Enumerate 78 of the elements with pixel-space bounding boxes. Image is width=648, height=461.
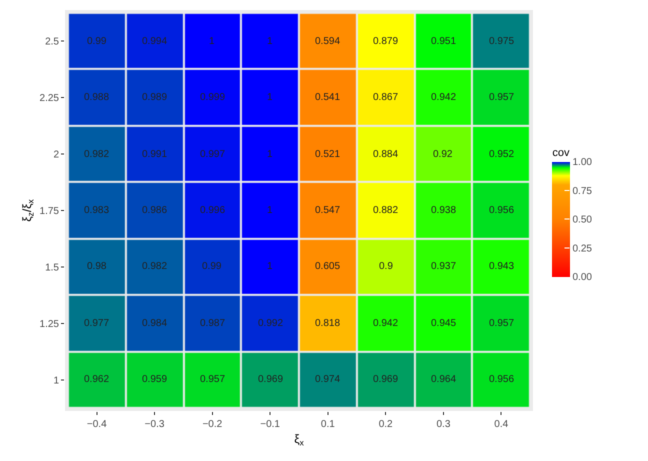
data-label: 0.818	[315, 318, 340, 329]
data-label: 0.989	[142, 92, 168, 103]
data-label: 0.942	[431, 92, 456, 103]
x-tick-label: 0.3	[436, 419, 451, 430]
y-tick-label: 2.5	[45, 36, 60, 48]
data-label: 0.969	[373, 374, 398, 385]
data-label: 0.977	[84, 318, 110, 329]
data-label: 0.98	[87, 261, 107, 272]
data-label: 1	[267, 149, 273, 160]
x-tick-label: 0.1	[320, 419, 336, 430]
data-label: 0.943	[489, 261, 514, 272]
data-label: 0.9	[379, 261, 394, 272]
color-bar-label: 1.00	[572, 157, 592, 168]
color-bar-label: 0.50	[572, 214, 592, 226]
y-tick-label: 1.5	[45, 262, 60, 274]
data-label: 0.996	[200, 205, 226, 216]
data-label: 1	[267, 36, 273, 47]
x-tick-label: −0.4	[86, 419, 108, 430]
y-tick-label: 2.25	[40, 93, 60, 104]
data-label: 0.945	[431, 318, 456, 329]
data-label: 0.975	[489, 36, 514, 47]
data-label: 0.964	[431, 374, 456, 385]
data-label: 0.983	[84, 205, 110, 216]
data-label: 0.974	[315, 374, 340, 385]
data-label: 0.951	[431, 36, 456, 47]
data-label: 0.942	[373, 318, 398, 329]
data-label: 0.987	[200, 318, 226, 329]
color-bar-label: 0.25	[572, 243, 592, 254]
data-label: 0.867	[373, 92, 398, 103]
x-tick-label: −0.1	[260, 419, 280, 430]
data-label: 0.937	[431, 261, 456, 272]
data-label: 0.938	[431, 205, 456, 216]
x-tick-label: −0.3	[144, 419, 165, 430]
data-label: 0.882	[373, 205, 398, 216]
data-label: 0.991	[142, 149, 168, 160]
data-label: 1	[209, 36, 215, 47]
data-label: 0.952	[489, 149, 514, 160]
data-label: 0.956	[489, 205, 514, 216]
data-label: 0.959	[142, 374, 168, 385]
data-label: 0.994	[142, 36, 168, 47]
data-label: 0.962	[84, 374, 110, 385]
color-bar-label: 0.75	[572, 186, 592, 197]
data-label: 0.957	[489, 92, 514, 103]
data-label: 1	[267, 261, 273, 272]
y-tick-label: 1.25	[40, 318, 60, 330]
data-label: 1	[267, 205, 273, 216]
data-label: 0.99	[202, 261, 222, 272]
data-label: 1	[267, 92, 273, 103]
data-label: 0.541	[315, 92, 340, 103]
data-label: 0.997	[200, 149, 226, 160]
x-axis-title: ξ$_{x}$	[294, 432, 305, 448]
data-label: 0.986	[142, 205, 168, 216]
data-label: 0.99	[87, 36, 107, 47]
y-tick-label: 2	[53, 150, 60, 161]
data-label: 0.969	[258, 374, 284, 385]
x-tick-label: 0.2	[378, 419, 394, 430]
y-tick-label: 1	[53, 375, 60, 386]
data-label: 0.92	[433, 149, 453, 160]
color-bar-label: 0.00	[572, 272, 592, 283]
data-label: 0.988	[84, 92, 110, 103]
data-label: 0.957	[200, 374, 226, 385]
y-tick-label: 1.75	[40, 206, 60, 217]
data-label: 0.879	[373, 36, 398, 47]
data-label: 0.521	[315, 149, 340, 160]
data-label: 0.999	[200, 92, 226, 103]
x-tick-label: 0.4	[494, 419, 509, 430]
data-label: 0.594	[315, 36, 340, 47]
x-tick-label: −0.2	[202, 419, 223, 430]
data-label: 0.605	[315, 261, 340, 272]
data-label: 0.547	[315, 205, 340, 216]
data-label: 0.984	[142, 318, 168, 329]
data-label: 0.982	[142, 261, 168, 272]
data-label: 0.884	[373, 149, 398, 160]
data-label: 0.956	[489, 374, 514, 385]
data-label: 0.982	[84, 149, 110, 160]
color-bar-title: cov	[552, 146, 570, 159]
data-label: 0.992	[258, 318, 284, 329]
data-label: 0.957	[489, 318, 514, 329]
